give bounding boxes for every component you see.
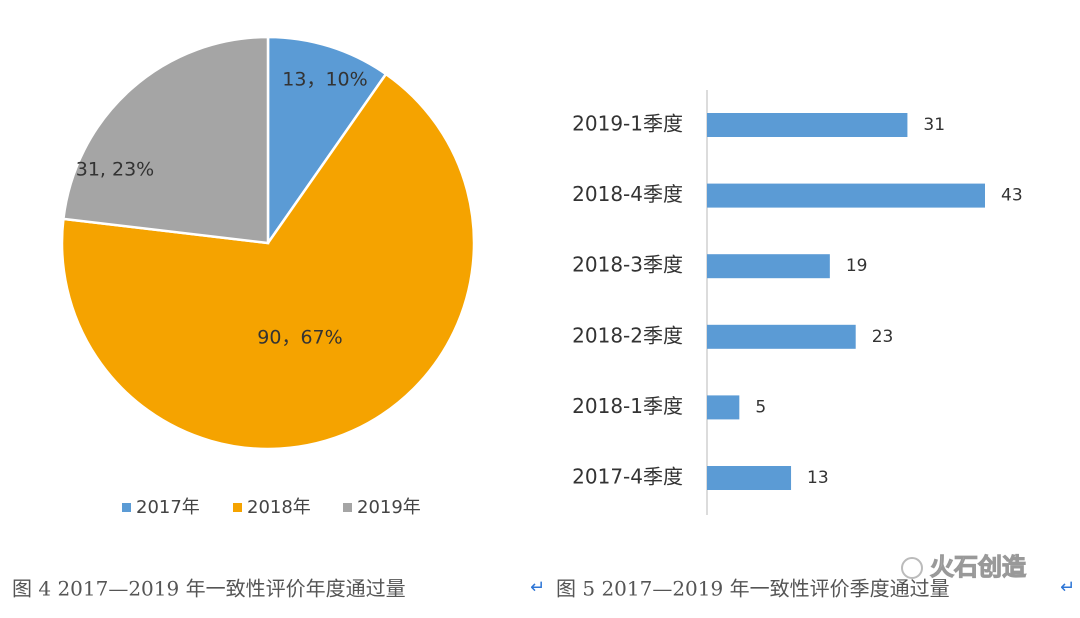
legend-label: 2018年 <box>247 497 311 518</box>
legend-label: 2017年 <box>136 497 200 518</box>
watermark-icon <box>901 557 923 579</box>
pie-slice <box>266 35 388 247</box>
watermark-text: 火石创造 <box>930 553 1026 581</box>
legend-swatch <box>233 503 242 512</box>
data-label: 90，67% <box>257 327 342 349</box>
pie-slice <box>60 72 476 451</box>
caption: 图 5 2017—2019 年一致性评价季度通过量 <box>556 577 950 601</box>
legend-swatch <box>122 503 131 512</box>
y-tick-label: 2018-4季度 <box>572 182 683 206</box>
data-label: 13 <box>807 468 829 488</box>
y-tick-label: 2017-4季度 <box>572 465 683 489</box>
legend-label: 2019年 <box>357 497 421 518</box>
data-label: 31, 23% <box>76 159 155 181</box>
pie-slice <box>62 35 270 245</box>
bar <box>707 183 985 208</box>
bar <box>707 324 856 349</box>
watermark: 火石创造 <box>901 553 1027 582</box>
paragraph-mark: ↵ <box>530 577 545 598</box>
y-tick-label: 2018-3季度 <box>572 253 683 277</box>
data-label: 23 <box>872 327 894 347</box>
data-label: 13，10% <box>282 69 367 91</box>
bar <box>707 113 908 137</box>
legend-swatch <box>343 503 352 512</box>
y-tick-label: 2018-1季度 <box>572 394 683 418</box>
data-label: 5 <box>755 397 766 417</box>
data-label: 19 <box>846 256 868 276</box>
bar <box>707 466 792 490</box>
bar <box>707 395 740 420</box>
y-tick-label: 2019-1季度 <box>572 112 683 136</box>
bar <box>707 254 830 279</box>
data-label: 43 <box>1001 186 1023 206</box>
paragraph-mark: ↵ <box>1060 577 1075 598</box>
data-label: 31 <box>923 115 945 135</box>
caption: 图 4 2017—2019 年一致性评价年度通过量 <box>12 577 406 601</box>
y-tick-label: 2018-2季度 <box>572 323 683 347</box>
